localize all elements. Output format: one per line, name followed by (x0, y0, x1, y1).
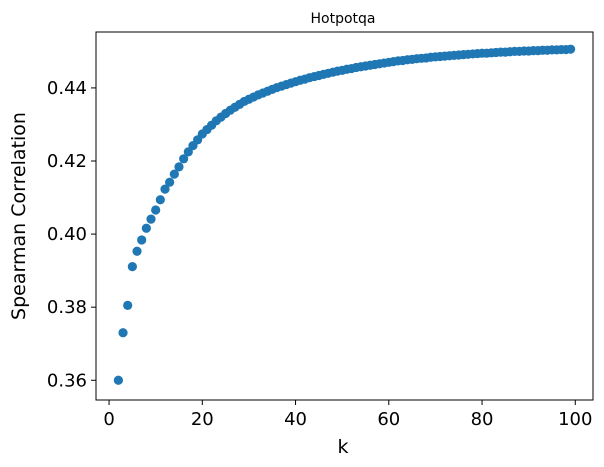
y-tick-label: 0.40 (47, 224, 87, 245)
y-axis-ticks: 0.36 0.38 0.40 0.42 0.44 (47, 78, 96, 391)
data-point (146, 214, 156, 224)
x-axis-label: k (337, 436, 348, 458)
y-tick-label: 0.44 (47, 78, 87, 99)
data-point (160, 184, 170, 194)
data-point (179, 154, 189, 164)
x-tick-label: 100 (558, 409, 592, 430)
data-point (141, 223, 151, 233)
data-point (165, 177, 175, 187)
data-point (151, 205, 161, 215)
data-point (566, 44, 576, 54)
data-point (127, 262, 137, 272)
y-tick-label: 0.38 (47, 297, 87, 318)
data-points (113, 44, 576, 385)
y-tick-label: 0.42 (47, 151, 87, 172)
data-point (113, 375, 123, 385)
chart-title: Hotpotqa (311, 11, 376, 27)
x-tick-label: 80 (471, 409, 494, 430)
data-point (132, 246, 142, 256)
data-point (155, 195, 165, 205)
data-point (137, 235, 147, 245)
y-tick-label: 0.36 (47, 370, 87, 391)
plot-frame (95, 31, 594, 401)
data-point (169, 169, 179, 179)
data-point (123, 300, 133, 310)
data-point (118, 328, 128, 338)
x-tick-label: 0 (103, 409, 114, 430)
x-axis-ticks: 0 20 40 60 80 100 (103, 400, 592, 430)
data-point (174, 162, 184, 172)
y-axis-label: Spearman Correlation (8, 112, 30, 320)
x-tick-label: 20 (191, 409, 214, 430)
x-tick-label: 60 (377, 409, 400, 430)
x-tick-label: 40 (284, 409, 307, 430)
